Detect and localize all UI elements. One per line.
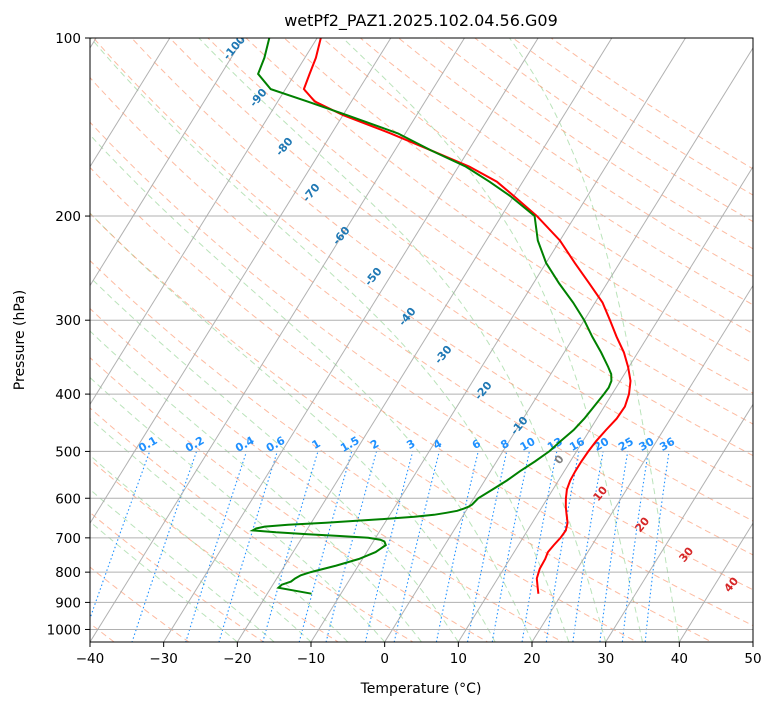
moist-adiabat — [90, 417, 349, 642]
moist-adiabat — [198, 38, 607, 642]
moist-adiabat — [342, 38, 643, 642]
dry-adiabat — [90, 212, 713, 642]
dry-adiabat — [90, 458, 340, 642]
x-tick-label: 10 — [450, 651, 467, 667]
dry-adiabat — [90, 407, 414, 642]
moist-adiabat — [90, 276, 459, 642]
isotherm-line — [384, 46, 753, 642]
dry-adiabat — [207, 38, 753, 425]
isotherm-line — [457, 165, 753, 642]
y-tick-label: 700 — [55, 531, 81, 547]
x-tick-label: −40 — [76, 651, 105, 667]
dry-adiabat — [90, 357, 489, 642]
y-tick-label: 500 — [55, 444, 81, 460]
dry-adiabat — [245, 38, 753, 394]
dewpoint-profile — [249, 38, 613, 595]
y-tick-label: 300 — [55, 313, 81, 329]
y-tick-label: 600 — [55, 491, 81, 507]
moist-adiabat — [509, 38, 680, 642]
dry-adiabat — [90, 307, 564, 642]
y-tick-label: 800 — [55, 565, 81, 581]
dry-adiabat — [90, 566, 190, 642]
x-tick-label: −20 — [223, 651, 252, 667]
x-tick-label: 30 — [597, 651, 614, 667]
moist-adiabat — [90, 38, 570, 642]
y-tick-label: 400 — [55, 387, 81, 403]
isotherm-line — [90, 38, 392, 525]
moist-adiabat — [90, 488, 275, 642]
isotherm-line — [90, 38, 171, 168]
isotherm-line — [531, 284, 753, 642]
dry-adiabats — [90, 38, 753, 642]
plot-area: 0.1 0.2 0.4 0.6 1 1.5 2 3 4 6 8 10 13 16 20 25 30 36-100-… — [90, 38, 753, 642]
isotherm-line — [678, 522, 753, 642]
dry-adiabat — [321, 38, 753, 335]
x-tick-label: 50 — [744, 651, 761, 667]
isotherm-line — [310, 38, 686, 642]
x-tick-label: 20 — [523, 651, 540, 667]
y-axis-title: Pressure (hPa) — [12, 290, 28, 390]
isotherm-line — [90, 38, 244, 287]
plot-frame — [89, 37, 754, 643]
dry-adiabat — [90, 511, 265, 642]
moist-adiabat — [90, 330, 422, 642]
isotherm-line — [90, 38, 318, 406]
isotherm-line — [163, 38, 539, 642]
y-tick-label: 100 — [55, 31, 81, 47]
dry-adiabat — [90, 166, 753, 627]
y-tick-label: 200 — [55, 209, 81, 225]
x-axis: −40 −30 −20 −10 0 10 20 30 40 50 — [76, 642, 762, 667]
x-tick-label: 0 — [380, 651, 389, 667]
y-tick-label: 900 — [55, 595, 81, 611]
dry-adiabat — [90, 76, 753, 556]
x-tick-label: 40 — [671, 651, 688, 667]
dry-adiabat — [90, 259, 639, 642]
moist-adiabats — [90, 38, 680, 642]
chart-title: wetPf2_PAZ1.2025.102.04.56.G09 — [284, 11, 558, 31]
x-tick-label: −10 — [297, 651, 326, 667]
sounding-series — [249, 38, 632, 595]
pressure-gridlines — [90, 38, 753, 630]
dry-adiabat — [92, 38, 753, 522]
x-tick-label: −30 — [149, 651, 178, 667]
moist-adiabat — [90, 212, 496, 642]
isotherm-line — [605, 403, 753, 642]
y-tick-label: 1000 — [47, 622, 81, 638]
y-axis: 100 200 300 400 500 600 700 800 900 1000 — [47, 31, 90, 638]
x-axis-title: Temperature (°C) — [360, 681, 482, 697]
isotherm-line — [236, 38, 613, 642]
dry-adiabat — [359, 38, 753, 306]
